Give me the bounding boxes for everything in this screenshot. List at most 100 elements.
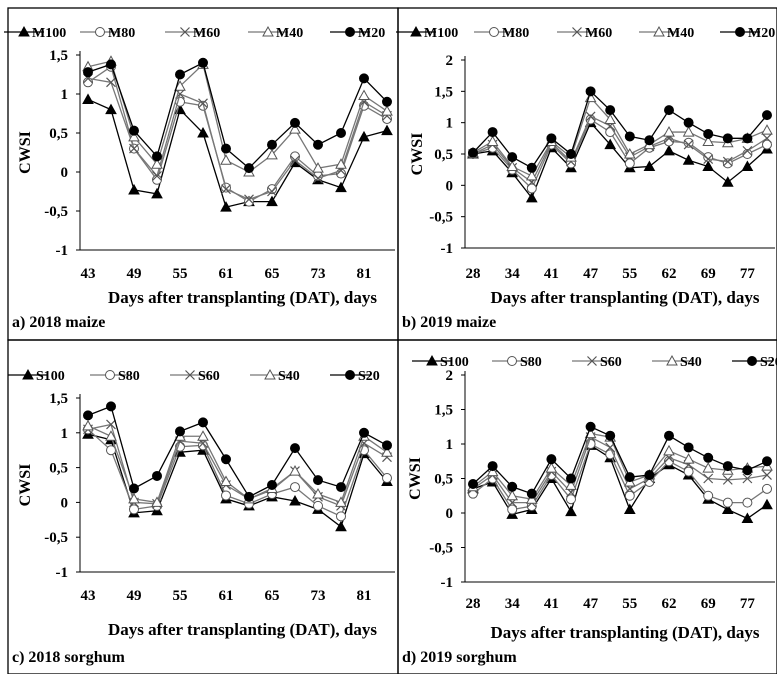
legend: M100 M80 M60 M40 M20	[4, 25, 385, 41]
chart-panel-1: M100 M80 M60 M40 M20 -1 -0,5 0 0,5 1 1,5 CWSI 43 49 55…	[4, 7, 399, 341]
series-line	[472, 443, 768, 511]
data-point	[525, 191, 538, 203]
data-point	[682, 154, 695, 165]
data-point	[702, 135, 715, 146]
y-axis-label: CWSI	[407, 457, 424, 500]
data-point	[152, 170, 162, 181]
legend-marker-s60	[587, 356, 597, 366]
series-line	[472, 115, 768, 184]
x-tick-label: 28	[466, 596, 481, 612]
data-point	[267, 184, 277, 195]
panel-label: d) 2019 sorghum	[402, 649, 517, 666]
data-point	[507, 152, 518, 163]
data-point	[312, 488, 324, 499]
data-point	[313, 475, 323, 486]
y-tick-label: 1	[61, 426, 69, 442]
series-line	[87, 425, 388, 504]
data-point	[335, 520, 347, 532]
data-point	[742, 473, 753, 484]
chart-panel-2: M100 M80 M60 M40 M20 -1 -0,5 0 0,5 1 1,5 2 CWSI 28 34 4…	[396, 7, 777, 341]
legend-label: M20	[358, 26, 385, 41]
y-tick-label: 1,5	[49, 48, 68, 64]
y-tick-label: 0	[61, 165, 69, 181]
data-point	[487, 127, 498, 138]
data-point	[507, 504, 518, 515]
legend: S100 S80 S60 S40 S20	[8, 368, 380, 384]
y-tick-label: -1	[56, 243, 69, 259]
data-point	[290, 482, 300, 493]
data-point	[152, 151, 162, 162]
data-point	[129, 125, 139, 136]
y-tick-label: 0,5	[49, 126, 68, 142]
data-point	[742, 497, 753, 508]
data-point	[702, 160, 715, 172]
data-point	[128, 130, 140, 142]
data-point	[526, 183, 537, 194]
legend-label: S80	[520, 355, 542, 370]
data-point	[703, 473, 714, 484]
data-point	[197, 126, 209, 138]
x-tick-label: 41	[544, 596, 559, 612]
legend-label: S80	[118, 369, 140, 384]
series-line	[472, 96, 768, 177]
data-point	[762, 483, 772, 494]
data-point	[566, 473, 576, 484]
data-point	[585, 111, 596, 122]
y-axis-label: CWSI	[17, 464, 34, 507]
data-point	[83, 67, 93, 78]
legend-marker-m60	[180, 27, 190, 37]
legend-label: S20	[760, 355, 777, 370]
data-point	[290, 117, 300, 128]
x-tick-label: 81	[357, 266, 372, 282]
data-point	[129, 504, 139, 515]
legend: S100 S80 S60 S40 S20	[412, 354, 777, 370]
data-point	[175, 426, 185, 437]
data-point	[359, 427, 369, 438]
data-point	[624, 472, 635, 483]
x-axis-label: Days after transplanting (DAT), days	[490, 623, 759, 642]
x-tick-label: 43	[81, 266, 96, 282]
x-tick-label: 28	[466, 266, 481, 282]
legend-marker-s80	[507, 356, 517, 366]
series-line	[87, 60, 388, 173]
data-point	[566, 149, 576, 159]
y-tick-label: -0,5	[44, 204, 68, 220]
legend-label: S40	[680, 355, 702, 370]
data-point	[703, 128, 714, 139]
y-tick-label: 1,5	[434, 84, 453, 100]
y-axis-label: CWSI	[409, 133, 426, 176]
data-point	[703, 452, 714, 463]
data-point	[663, 444, 675, 456]
data-point	[762, 133, 772, 144]
data-point	[151, 187, 163, 199]
data-point	[382, 473, 392, 484]
data-point	[244, 491, 254, 502]
data-point	[198, 417, 208, 428]
data-point	[486, 135, 499, 146]
data-point	[151, 158, 163, 169]
series-m20	[83, 57, 392, 174]
data-point	[761, 124, 773, 135]
x-axis-label: Days after transplanting (DAT), days	[108, 620, 377, 639]
data-point	[82, 93, 94, 104]
x-tick-label: 34	[505, 596, 521, 612]
data-point	[382, 96, 392, 107]
data-point	[663, 144, 675, 156]
data-point	[358, 130, 370, 142]
data-point	[566, 494, 576, 505]
series-m100	[82, 93, 393, 212]
data-point	[486, 465, 499, 477]
panel-label: c) 2018 sorghum	[12, 649, 126, 666]
data-point	[312, 162, 324, 173]
x-tick-label: 49	[127, 588, 142, 604]
data-point	[742, 465, 753, 476]
legend-label: M40	[276, 26, 303, 41]
data-point	[220, 475, 232, 487]
data-point	[336, 511, 346, 522]
data-point	[221, 143, 231, 154]
legend-label: S100	[440, 355, 469, 370]
data-point	[742, 133, 753, 144]
data-point	[313, 500, 323, 511]
legend-marker-m100	[410, 25, 422, 37]
data-point	[335, 158, 347, 169]
